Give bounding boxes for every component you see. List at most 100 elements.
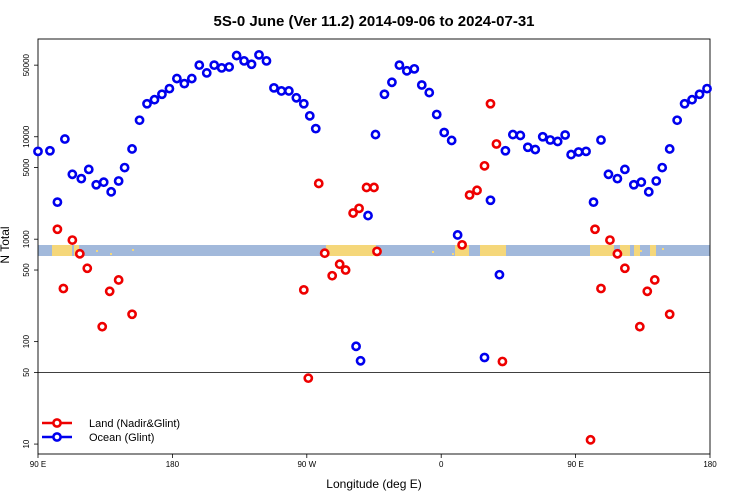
- ocean-point: [566, 149, 577, 160]
- ocean-point: [394, 60, 405, 71]
- ocean-point: [636, 177, 647, 188]
- land-point: [464, 190, 475, 200]
- ocean-point: [612, 173, 623, 184]
- land-point: [313, 178, 324, 189]
- ocean-point: [379, 89, 390, 100]
- ocean-point: [363, 210, 373, 221]
- ocean-point: [261, 56, 272, 66]
- plot-frame: [37, 38, 711, 455]
- ocean-point: [119, 162, 130, 173]
- land-point: [67, 235, 78, 245]
- land-point: [303, 373, 314, 384]
- y-tick-label: 50: [22, 367, 31, 376]
- landmass: [346, 245, 376, 256]
- ocean-point: [500, 145, 511, 156]
- landmass: [634, 245, 640, 256]
- land-point: [612, 248, 623, 259]
- landmass-dot: [640, 250, 642, 252]
- ocean-point: [643, 186, 654, 197]
- ocean-point: [479, 352, 490, 363]
- ocean-point: [127, 144, 137, 154]
- points-layer: [33, 49, 712, 445]
- ocean-point: [387, 77, 397, 88]
- ocean-point: [91, 179, 102, 190]
- legend: Land (Nadir&Glint) Ocean (Glint): [42, 418, 180, 444]
- ocean-point: [33, 146, 43, 157]
- y-tick-label: 50000: [22, 53, 31, 76]
- land-point: [97, 321, 108, 332]
- ocean-point: [179, 78, 190, 89]
- landmass: [66, 245, 72, 256]
- x-tick-label: 90 W: [297, 460, 316, 469]
- land-point: [113, 275, 124, 285]
- ocean-point: [573, 147, 584, 157]
- ocean-point: [424, 87, 435, 98]
- ocean-point: [560, 130, 571, 140]
- land-point: [479, 160, 490, 171]
- land-point: [82, 263, 93, 274]
- ocean-point: [416, 80, 427, 90]
- ocean-point: [59, 134, 70, 144]
- ocean-point: [702, 83, 712, 94]
- ocean-point: [431, 109, 442, 120]
- landmass: [650, 245, 656, 256]
- ocean-point: [164, 83, 175, 94]
- ocean-point: [628, 179, 639, 190]
- ocean-point: [651, 176, 662, 186]
- ocean-point: [246, 59, 257, 70]
- land-point: [585, 434, 596, 445]
- ocean-point: [113, 176, 124, 186]
- ocean-point: [209, 60, 220, 71]
- land-point: [634, 321, 645, 332]
- landmass-dot: [432, 251, 434, 253]
- land-point: [52, 224, 63, 235]
- landmass-dot: [64, 248, 66, 250]
- x-tick-label: 90 E: [567, 460, 583, 469]
- ocean-point: [657, 162, 668, 173]
- chart-title: 5S-0 June (Ver 11.2) 2014-09-06 to 2024-…: [213, 13, 534, 30]
- ocean-point: [106, 186, 117, 197]
- landmass-dot: [452, 253, 454, 255]
- land-point: [58, 283, 69, 294]
- ocean-point: [619, 164, 630, 175]
- ocean-point: [239, 56, 249, 66]
- ocean-point: [171, 73, 182, 84]
- landmass-dot: [662, 248, 664, 250]
- land-point: [605, 235, 615, 245]
- legend-ocean-marker: [52, 432, 62, 442]
- y-tick-label: 10000: [22, 125, 31, 148]
- ocean-point: [351, 341, 361, 352]
- land-point: [104, 286, 115, 297]
- land-point: [664, 309, 675, 320]
- ocean-point: [522, 142, 533, 153]
- land-point: [649, 275, 660, 285]
- ocean-point: [446, 135, 457, 146]
- y-tick-label: 1000: [22, 230, 31, 248]
- land-point: [298, 284, 309, 295]
- landmass-dot: [132, 249, 134, 251]
- ocean-point: [254, 49, 264, 60]
- ocean-point: [694, 89, 705, 100]
- landmass: [60, 245, 68, 256]
- ocean-point: [679, 98, 690, 109]
- land-point: [457, 239, 468, 250]
- ocean-point: [157, 89, 167, 100]
- legend-ocean-label: Ocean (Glint): [89, 432, 154, 444]
- axis-layer: 90 E 180 90 W 0 90 E 180 10 50 100 500 1000 5000 100…: [22, 38, 717, 469]
- land-point: [348, 208, 358, 218]
- ocean-point: [310, 123, 321, 134]
- ocean-point: [291, 92, 302, 103]
- ocean-point: [304, 110, 315, 121]
- ocean-point: [276, 86, 287, 96]
- x-tick-label: 180: [166, 460, 180, 469]
- land-point: [127, 309, 137, 320]
- ocean-point: [370, 129, 381, 140]
- ocean-point: [401, 65, 412, 76]
- ocean-point: [201, 68, 212, 78]
- y-axis-label: N Total: [0, 226, 12, 263]
- landmass-dot: [96, 250, 98, 252]
- land-point: [369, 182, 379, 193]
- ocean-point: [588, 197, 599, 208]
- y-tick-label: 100: [22, 334, 31, 348]
- ocean-point: [298, 98, 309, 109]
